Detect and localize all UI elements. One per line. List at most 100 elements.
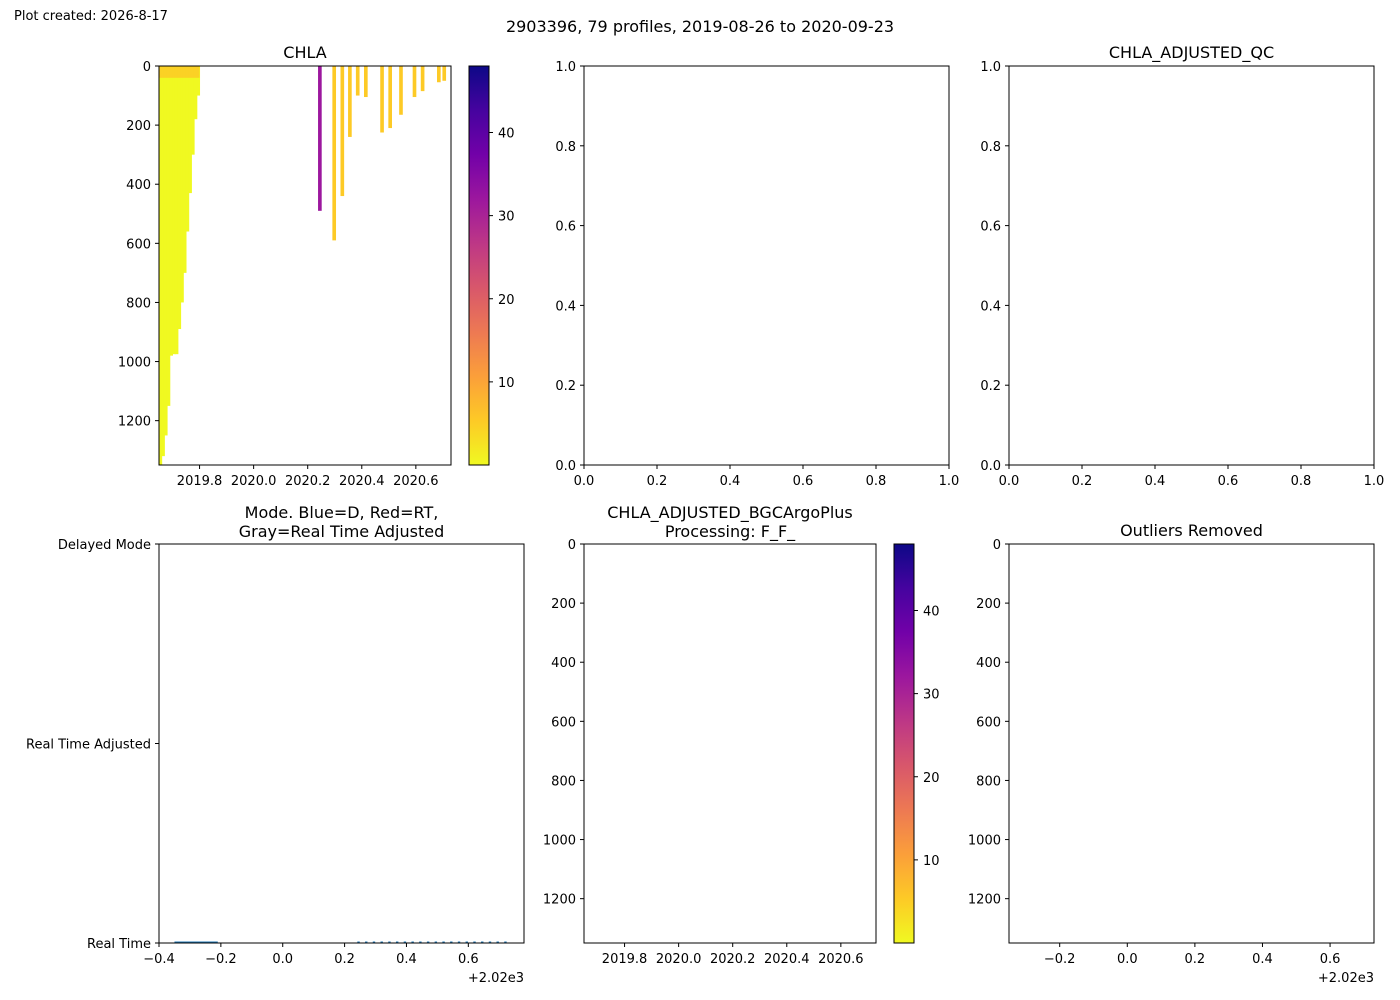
chla-ytick-label-2: 400 [126, 178, 151, 193]
profile-15 [318, 66, 322, 211]
mode-point-17 [488, 941, 492, 943]
mode-ytick-label-1: Real Time Adjusted [26, 738, 151, 753]
empty1-xtick-label-0: 0.0 [574, 474, 595, 489]
profile-20 [364, 66, 368, 98]
outliers-x-offset-label: +2.02e3 [1318, 971, 1374, 986]
panel-outliers: −0.2 0.0 0.2 0.4 0.6 0 200 400 600 800 1000 1200 +2.… [968, 521, 1375, 986]
empty1-axes-frame [583, 65, 950, 466]
empty1-xtick-label-1: 0.2 [647, 474, 668, 489]
chla-title: CHLA [283, 43, 326, 62]
chla-xtick-label-4: 2020.6 [393, 474, 439, 489]
chla-ytick-label-5: 1000 [118, 356, 151, 371]
mode-point-6 [403, 941, 407, 943]
adjqc-xtick-label-1: 0.2 [1072, 474, 1093, 489]
profile-1 [161, 66, 165, 457]
bgc-cbar-tick-label-0: 10 [923, 854, 940, 869]
outliers-ytick-label-3: 600 [976, 715, 1001, 730]
adjqc-xtick-label-3: 0.6 [1218, 474, 1239, 489]
mode-point-19 [504, 941, 507, 943]
panel-bgc: 2019.8 2020.0 2020.2 2020.4 2020.6 0 200 400 600… [543, 503, 940, 967]
empty1-ytick-label-1: 0.2 [555, 379, 576, 394]
profile-11 [188, 66, 192, 194]
bgc-ytick-label-1: 200 [551, 597, 576, 612]
bgc-ytick-label-3: 600 [551, 715, 576, 730]
mode-point-0 [357, 941, 360, 943]
outliers-xtick-label-4: 0.6 [1320, 952, 1341, 967]
mode-point-10 [434, 941, 438, 943]
outliers-ytick-label-1: 200 [976, 597, 1001, 612]
profile-10 [185, 66, 190, 232]
profile-0 [159, 66, 163, 465]
chla-xtick-label-0: 2019.8 [177, 474, 223, 489]
chla-ytick-label-0: 0 [143, 60, 151, 75]
profile-9 [182, 66, 187, 273]
mode-xtick-label-4: 0.4 [396, 952, 417, 967]
outliers-ytick-label-0: 0 [993, 538, 1001, 553]
mode-point-15 [473, 941, 476, 943]
profile-5 [172, 66, 176, 355]
profile-27 [442, 66, 447, 81]
mode-point-7 [411, 941, 414, 943]
chla-cbar-tick-label-1: 20 [498, 293, 515, 308]
empty1-ytick-label-4: 0.8 [555, 140, 576, 155]
mode-xtick-label-0: −0.4 [143, 952, 175, 967]
chla-ytick-label-6: 1200 [118, 415, 151, 430]
profile-24 [412, 66, 417, 98]
bgc-axes-frame [583, 543, 877, 944]
profile-8 [180, 66, 184, 303]
mode-point-13 [457, 941, 461, 943]
bgc-xtick-label-1: 2020.0 [656, 952, 702, 967]
profile-13 [193, 66, 198, 120]
chla-xtick-label-1: 2020.0 [231, 474, 277, 489]
chla-ytick-label-1: 200 [126, 119, 151, 134]
adjqc-xtick-label-4: 0.8 [1291, 474, 1312, 489]
bgc-ytick-label-5: 1000 [543, 834, 576, 849]
panel-empty1: 0.0 0.2 0.4 0.6 0.8 1.0 0.0 0.2 0.4 0.6 0.8 1.0 [555, 60, 959, 489]
chla-ytick-label-4: 800 [126, 296, 151, 311]
chla-xtick-label-3: 2020.4 [339, 474, 385, 489]
bgc-xtick-label-4: 2020.6 [818, 952, 864, 967]
panel-adjqc: 0.0 0.2 0.4 0.6 0.8 1.0 0.0 0.2 0.4 0.6 0.8 1.0 CHLA… [980, 43, 1384, 489]
profile-19 [355, 66, 360, 96]
adjqc-title: CHLA_ADJUSTED_QC [1109, 43, 1274, 63]
mode-title-line-0: Mode. Blue=D, Red=RT, [245, 503, 439, 522]
mode-point-14 [465, 941, 468, 943]
mode-point-2 [372, 941, 376, 943]
mode-point-3 [380, 941, 383, 943]
outliers-xtick-label-1: 0.0 [1117, 952, 1138, 967]
bgc-title-line-0: CHLA_ADJUSTED_BGCArgoPlus [607, 503, 853, 523]
mode-point-4 [388, 941, 391, 943]
empty1-ytick-label-5: 1.0 [555, 60, 576, 75]
profile-3 [166, 66, 171, 406]
bgc-cbar-tick-label-3: 40 [923, 605, 940, 620]
empty1-xtick-label-4: 0.8 [866, 474, 887, 489]
plot-created-label: Plot created: 2026-8-17 [14, 9, 168, 24]
bgc-xtick-label-2: 2020.2 [710, 952, 756, 967]
mode-x-offset-label: +2.02e3 [468, 971, 524, 986]
outliers-xtick-label-2: 0.2 [1185, 952, 1206, 967]
adjqc-xtick-label-5: 1.0 [1364, 474, 1385, 489]
outliers-ytick-label-2: 400 [976, 656, 1001, 671]
chla-ytick-label-3: 600 [126, 237, 151, 252]
mode-xtick-label-2: 0.0 [272, 952, 293, 967]
bgc-ytick-label-6: 1200 [543, 893, 576, 908]
adjqc-ytick-label-3: 0.6 [980, 220, 1001, 235]
bgc-cbar-tick-label-1: 20 [923, 771, 940, 786]
mode-point-16 [481, 941, 484, 943]
panel-mode: −0.4 −0.2 0.0 0.2 0.4 0.6 Real Time Real Time A… [26, 503, 525, 986]
adjqc-ytick-label-1: 0.2 [980, 379, 1001, 394]
empty1-xtick-label-3: 0.6 [793, 474, 814, 489]
profile-18 [348, 66, 352, 137]
bgc-ytick-label-2: 400 [551, 656, 576, 671]
figure-suptitle: 2903396, 79 profiles, 2019-08-26 to 2020… [506, 17, 894, 36]
chla-cbar-tick-label-2: 30 [498, 210, 515, 225]
mode-ytick-label-2: Delayed Mode [58, 538, 151, 553]
empty1-xtick-label-5: 1.0 [939, 474, 960, 489]
adjqc-ytick-label-5: 1.0 [980, 60, 1001, 75]
outliers-xtick-label-0: −0.2 [1044, 952, 1076, 967]
mode-point-8 [419, 941, 422, 943]
profile-14 [196, 66, 201, 96]
mode-axes-frame [158, 543, 525, 944]
bgc-colorbar [893, 543, 915, 944]
chla-xtick-label-2: 2020.2 [285, 474, 331, 489]
